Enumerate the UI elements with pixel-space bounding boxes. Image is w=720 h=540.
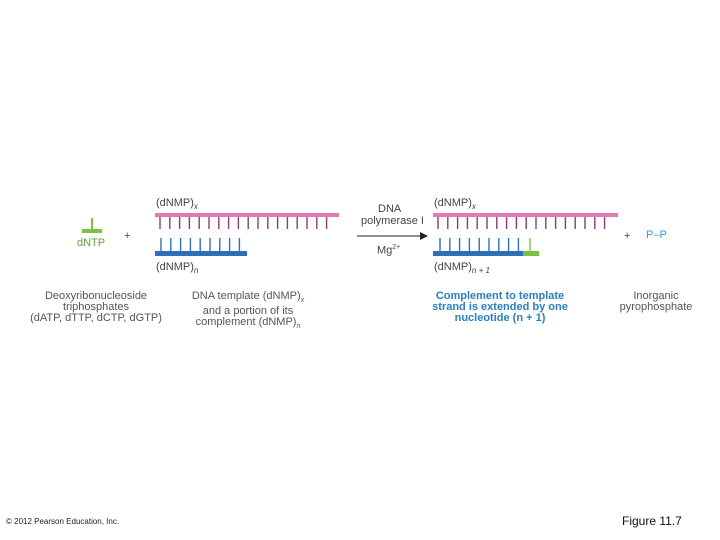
- enzyme-label-line2: polymerase I: [361, 215, 424, 227]
- cofactor-label: Mg2+: [377, 242, 400, 257]
- caption-product: Complement to template strand is extende…: [425, 291, 575, 324]
- primer-bottom-label-text: (dNMP): [156, 261, 194, 273]
- caption-template-line1: DNA template (dNMP)x: [191, 290, 305, 305]
- caption-ppi: Inorganic pyrophosphate: [608, 291, 704, 313]
- product-bottom-label-sub: n + 1: [471, 266, 490, 276]
- dntp-icon: [82, 218, 102, 233]
- enzyme-label-line1: DNA: [378, 203, 402, 215]
- caption-dntp-line1: Deoxyribonucleoside: [44, 290, 148, 302]
- copyright-notice: © 2012 Pearson Education, Inc.: [6, 517, 120, 526]
- caption-template-line3: complement (dNMP)n: [195, 316, 301, 331]
- dntp-base-stem: [91, 218, 93, 231]
- primer-strand-right: [433, 251, 523, 256]
- dntp-label: dNTP: [77, 237, 106, 249]
- template-strand-left: [155, 213, 339, 217]
- cofactor-text: Mg: [377, 244, 393, 257]
- figure-number: Figure 11.7: [622, 514, 682, 528]
- new-nucleotide: [523, 251, 539, 256]
- product-top-label-sub: x: [471, 202, 476, 212]
- template-top-label-left: (dNMP)x: [156, 197, 198, 213]
- caption-product-line3: nucleotide (n + 1): [454, 312, 546, 324]
- caption-dntp-line2: triphosphates: [62, 301, 130, 313]
- reaction-arrow: [357, 232, 428, 240]
- product-strands: [433, 213, 618, 256]
- caption-dntp-line3: (dATP, dTTP, dCTP, dGTP): [30, 312, 162, 324]
- template-and-primer-strands: [155, 213, 339, 256]
- caption-template: DNA template (dNMP)x and a portion of it…: [178, 291, 318, 332]
- plus-sign-left: +: [124, 230, 131, 242]
- caption-product-line1: Complement to template: [435, 290, 565, 302]
- caption-dntp: Deoxyribonucleoside triphosphates (dATP,…: [26, 291, 166, 324]
- template-ticks-right: [437, 217, 606, 229]
- primer-bottom-label-left: (dNMP)n: [156, 261, 198, 277]
- product-top-label-text: (dNMP): [434, 197, 472, 209]
- template-ticks-left: [159, 217, 328, 229]
- ppi-label: P–P: [646, 229, 667, 241]
- caption-product-line2: strand is extended by one: [432, 301, 568, 313]
- template-strand-right: [433, 213, 618, 217]
- caption-ppi-line2: pyrophosphate: [619, 301, 693, 313]
- plus-sign-right: +: [624, 230, 631, 242]
- caption-ppi-line1: Inorganic: [633, 290, 679, 302]
- product-top-label: (dNMP)x: [434, 197, 476, 213]
- template-top-label-sub: x: [193, 202, 198, 212]
- cofactor-sup: 2+: [392, 244, 401, 251]
- primer-ticks-left: [160, 238, 241, 251]
- primer-ticks-right: [439, 238, 531, 251]
- template-top-label-text: (dNMP): [156, 197, 194, 209]
- dntp-backbone: [82, 229, 102, 233]
- arrow-head: [420, 232, 428, 240]
- primer-bottom-label-sub: n: [193, 266, 199, 276]
- primer-strand-left: [155, 251, 247, 256]
- product-bottom-label-text: (dNMP): [434, 261, 472, 273]
- caption-template-line2: and a portion of its: [202, 305, 294, 318]
- product-bottom-label: (dNMP)n + 1: [434, 261, 490, 277]
